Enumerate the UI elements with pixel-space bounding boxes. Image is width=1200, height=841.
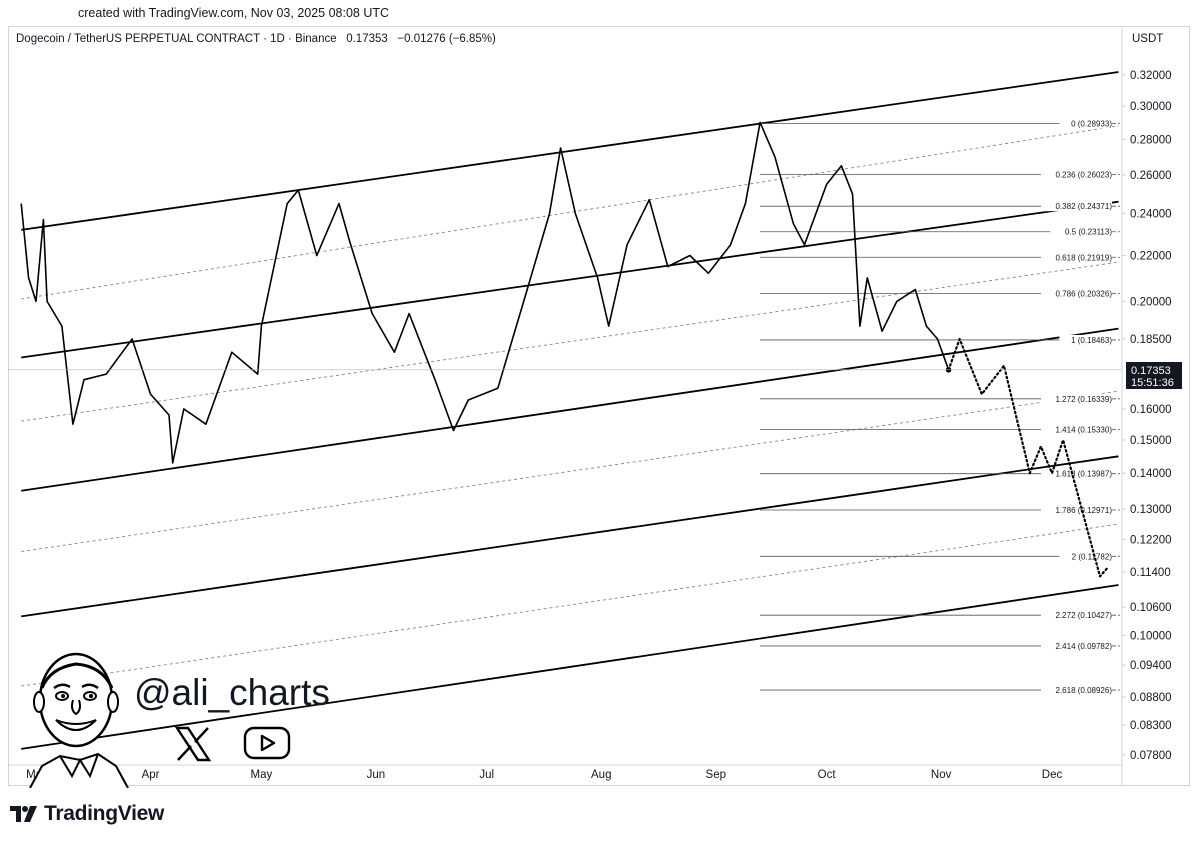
y-tick-label-11: 0.13000 (1130, 504, 1172, 516)
youtube-play-icon[interactable] (243, 726, 291, 760)
y-tick-label-3: 0.26000 (1130, 170, 1172, 182)
fib-label-bg-14 (1041, 685, 1112, 696)
fib-label-3: 0.5 (0.23113) (1065, 228, 1112, 237)
author-handle: @ali_charts (134, 672, 330, 713)
y-tick-label-4: 0.24000 (1130, 209, 1172, 221)
y-tick-label-12: 0.12200 (1130, 535, 1172, 547)
x-tick-label-5: Aug (591, 769, 611, 781)
fib-label-bg-7 (1041, 393, 1112, 404)
created-note: created with TradingView.com, Nov 03, 20… (78, 6, 390, 20)
fib-label-8: 1.414 (0.15330) (1056, 426, 1113, 435)
x-tick-label-1: Apr (142, 769, 160, 781)
y-tick-label-0: 0.32000 (1130, 70, 1172, 82)
fib-label-4: 0.618 (0.21919) (1056, 253, 1113, 262)
fib-label-bg-13 (1041, 640, 1112, 651)
y-tick-label-7: 0.18500 (1130, 334, 1172, 346)
currency-label: USDT (1132, 33, 1164, 45)
fib-label-13: 2.414 (0.09782) (1056, 642, 1113, 651)
x-tick-label-3: Jun (367, 769, 386, 781)
price-label-countdown: 15:51:36 (1131, 377, 1174, 389)
y-tick-label-18: 0.08300 (1130, 720, 1172, 732)
x-tick-label-7: Oct (818, 769, 837, 781)
y-tick-label-16: 0.09400 (1130, 660, 1172, 672)
fib-label-bg-3 (1050, 226, 1112, 237)
fib-label-bg-1 (1041, 169, 1112, 180)
price-line (20, 121, 950, 464)
fib-label-14: 2.618 (0.08926) (1056, 686, 1113, 695)
channel-line-6 (21, 455, 1119, 618)
price-label-box (1126, 362, 1182, 389)
x-logo-icon[interactable] (173, 724, 213, 764)
fib-label-bg-5 (1041, 288, 1112, 299)
y-tick-label-17: 0.08800 (1130, 692, 1172, 704)
symbol-name[interactable]: Dogecoin / TetherUS PERPETUAL CONTRACT ·… (16, 33, 337, 45)
price-series (8, 121, 1122, 578)
projection-line (947, 337, 1109, 578)
x-axis: MarAprMayJunJulAugSepOctNovDec (8, 764, 1122, 781)
price-change: −0.01276 (−6.85%) (397, 33, 496, 45)
x-tick-label-2: May (251, 769, 273, 781)
fib-label-bg-0 (1059, 118, 1112, 129)
fib-label-bg-2 (1041, 201, 1112, 212)
y-tick-label-14: 0.10600 (1130, 602, 1172, 614)
y-tick-label-2: 0.28000 (1130, 134, 1172, 146)
cartoon-avatar (29, 652, 129, 788)
channel-lines (21, 71, 1119, 750)
y-axis: 0.32000 0.30000 0.28000 0.26000 0.24000 0.220… (1121, 26, 1172, 785)
y-tick-label-5: 0.22000 (1130, 250, 1172, 262)
channel-line-4 (21, 327, 1119, 492)
fib-label-bg-10 (1041, 505, 1112, 516)
fib-label-11: 2 (0.11782) (1072, 552, 1113, 561)
fib-label-12: 2.272 (0.10427) (1056, 611, 1113, 620)
x-tick-label-6: Sep (706, 769, 726, 781)
channel-line-1 (21, 125, 1119, 300)
y-tick-label-15: 0.10000 (1130, 630, 1172, 642)
fib-label-7: 1.272 (0.16339) (1056, 395, 1113, 404)
current-price-label: 0.17353 15:51:36 (1126, 362, 1182, 389)
y-tick-label-19: 0.07800 (1130, 750, 1172, 762)
y-tick-label-1: 0.30000 (1130, 101, 1172, 113)
y-tick-label-8: 0.16000 (1130, 404, 1172, 416)
channel-line-5 (21, 390, 1119, 552)
fib-label-10: 1.786 (0.12971) (1056, 506, 1113, 515)
fib-label-0: 0 (0.28933) (1071, 120, 1112, 129)
fib-label-5: 0.786 (0.20326) (1056, 290, 1113, 299)
channel-line-3 (21, 261, 1119, 422)
fib-label-2: 0.382 (0.24371) (1056, 202, 1113, 211)
x-tick-label-9: Dec (1042, 769, 1063, 781)
y-tick-label-13: 0.11400 (1130, 567, 1171, 579)
y-tick-label-10: 0.14000 (1130, 468, 1172, 480)
last-price: 0.17353 (346, 33, 388, 45)
fib-label-6: 1 (0.18463) (1071, 336, 1112, 345)
y-tick-label-6: 0.20000 (1130, 296, 1172, 308)
fib-label-bg-6 (1059, 334, 1112, 345)
channel-line-2 (21, 200, 1119, 359)
tradingview-logo-icon (10, 806, 37, 822)
channel-line-7 (21, 523, 1119, 687)
y-tick-label-9: 0.15000 (1130, 435, 1172, 447)
x-tick-label-4: Jul (479, 769, 494, 781)
fib-label-bg-9 (1041, 468, 1112, 479)
channel-line-0 (21, 71, 1119, 231)
fib-label-bg-11 (1059, 551, 1112, 562)
fib-label-1: 0.236 (0.26023) (1056, 171, 1113, 180)
fib-levels: 0 (0.28933) 0.236 (0.26023) 0.382 (0.24371… (760, 118, 1120, 696)
x-tick-label-8: Nov (931, 769, 952, 781)
channel-line-8 (21, 584, 1119, 750)
chart-frame (8, 26, 1190, 786)
tradingview-logo[interactable]: TradingView (10, 802, 164, 826)
fib-label-bg-8 (1041, 424, 1112, 435)
fib-label-9: 1.618 (0.13987) (1056, 470, 1113, 479)
fib-label-bg-4 (1041, 252, 1112, 263)
tradingview-logo-text: TradingView (44, 802, 165, 825)
price-label-value: 0.17353 (1131, 365, 1171, 377)
fib-label-bg-12 (1041, 610, 1112, 621)
symbol-header: Dogecoin / TetherUS PERPETUAL CONTRACT ·… (16, 33, 496, 45)
